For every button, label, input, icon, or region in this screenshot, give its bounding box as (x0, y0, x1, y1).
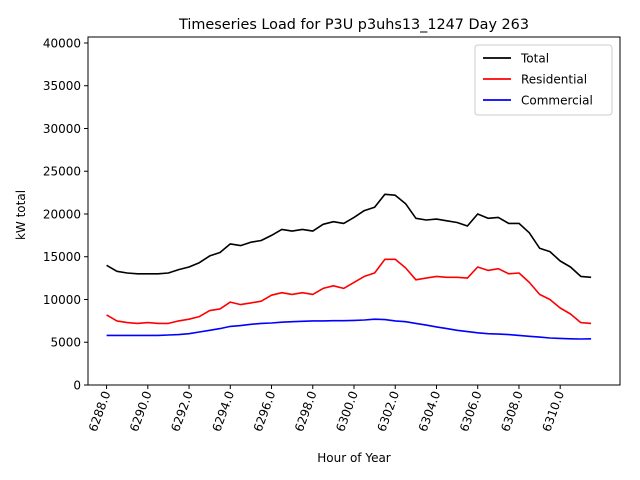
chart-title: Timeseries Load for P3U p3uhs13_1247 Day… (178, 17, 529, 33)
series-line-residential (106, 258, 592, 325)
y-tick-label: 10000 (43, 293, 81, 307)
y-tick-label: 15000 (43, 250, 81, 264)
legend-label-total: Total (520, 52, 549, 66)
series-line-commercial (106, 318, 592, 340)
legend-label-residential: Residential (521, 73, 587, 87)
y-tick-label: 0 (73, 379, 81, 393)
y-axis-title: kW total (14, 190, 28, 240)
y-tick-label: 30000 (43, 122, 81, 136)
y-tick-label: 25000 (43, 165, 81, 179)
y-tick-label: 20000 (43, 207, 81, 221)
series-line-total (106, 193, 592, 279)
x-axis-title: Hour of Year (317, 451, 391, 465)
y-tick-label: 5000 (50, 336, 81, 350)
y-tick-label: 35000 (43, 79, 81, 93)
y-tick-label: 40000 (43, 36, 81, 50)
legend-box (474, 44, 613, 116)
legend: Total Residential Commercial (474, 44, 613, 116)
legend-label-commercial: Commercial (521, 94, 593, 108)
